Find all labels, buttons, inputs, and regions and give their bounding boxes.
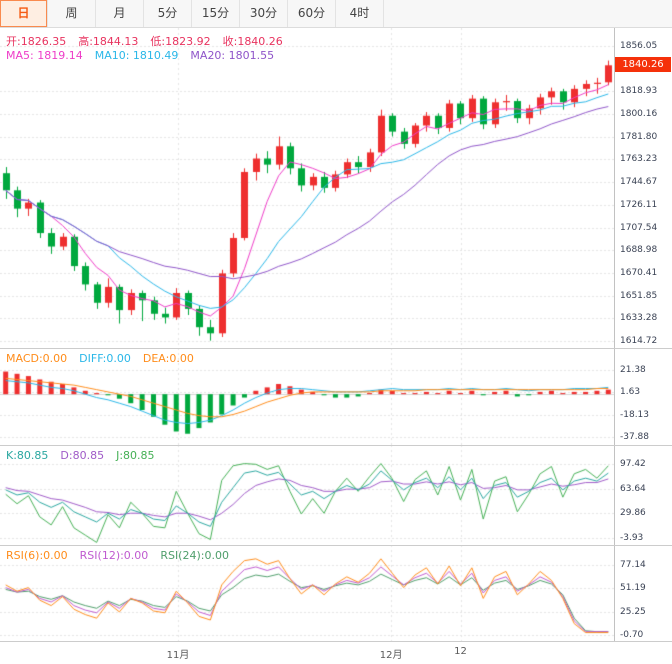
- kdj-panel: K:80.85 D:80.85 J:80.85: [0, 445, 614, 545]
- y-axis-label: 1856.05: [620, 41, 658, 51]
- indicator-value: MA20: 1801.55: [190, 49, 275, 62]
- y-axis-label: 1670.41: [620, 267, 658, 278]
- indicator-value: MA10: 1810.49: [94, 49, 179, 62]
- period-tab[interactable]: 15分: [192, 0, 240, 27]
- y-axis-label: -0.70: [620, 630, 644, 640]
- indicator-value: K:80.85: [6, 449, 49, 462]
- y-axis-label: 1651.85: [620, 290, 658, 301]
- last-price-tag: 1840.26: [615, 57, 671, 73]
- rsi-panel: RSI(6):0.00 RSI(12):0.00 RSI(24):0.00: [0, 545, 614, 641]
- indicator-value: 开:1826.35: [6, 35, 67, 48]
- period-tab[interactable]: 周: [48, 0, 96, 27]
- indicator-value: MA5: 1819.14: [6, 49, 83, 62]
- y-axis-label: 77.14: [620, 560, 646, 570]
- y-axis-label: 1.63: [620, 387, 641, 398]
- y-axis-label: 97.42: [620, 459, 646, 469]
- ma-readout: MA5: 1819.14 MA10: 1810.49 MA20: 1801.55: [6, 49, 286, 62]
- x-axis-label: 12: [454, 646, 467, 657]
- indicator-value: MACD:0.00: [6, 352, 68, 365]
- indicator-value: RSI(6):0.00: [6, 549, 68, 562]
- y-axis-label: 21.38: [620, 365, 646, 375]
- y-axis-label: 1688.98: [620, 245, 658, 256]
- kdj-readout: K:80.85 D:80.85 J:80.85: [6, 449, 167, 462]
- indicator-value: 收:1840.26: [222, 35, 283, 48]
- period-tab[interactable]: 日: [0, 0, 48, 27]
- macd-panel: MACD:0.00 DIFF:0.00 DEA:0.00: [0, 348, 614, 445]
- y-axis-label: 1726.11: [620, 199, 658, 210]
- panel-divider: [0, 545, 672, 546]
- y-axis-label: 1614.72: [620, 336, 658, 346]
- x-axis-label: 11月: [166, 650, 190, 661]
- y-axis-label: 51.19: [620, 583, 646, 594]
- y-axis-label: 25.25: [620, 606, 646, 617]
- rsi-readout: RSI(6):0.00 RSI(12):0.00 RSI(24):0.00: [6, 549, 241, 562]
- panel-divider: [0, 445, 672, 446]
- y-axis-label: 1744.67: [620, 177, 658, 188]
- period-toolbar: 日周月 5分 15分 30分 60分 4时: [0, 0, 672, 28]
- indicator-value: RSI(24):0.00: [160, 549, 229, 562]
- y-axis-label: 1633.28: [620, 313, 658, 324]
- y-axis-label: -3.93: [620, 533, 644, 543]
- period-tab[interactable]: 月: [96, 0, 144, 27]
- period-tab[interactable]: 5分: [144, 0, 192, 27]
- y-axis-label: 1818.93: [620, 86, 658, 97]
- indicator-value: J:80.85: [116, 449, 155, 462]
- indicator-value: 高:1844.13: [78, 35, 139, 48]
- x-axis-label: 12月: [379, 650, 403, 661]
- y-axis-label: -18.13: [620, 409, 650, 420]
- kdj-canvas[interactable]: [0, 445, 614, 545]
- candlestick-canvas[interactable]: [0, 28, 614, 348]
- indicator-value: 低:1823.92: [150, 35, 211, 48]
- y-axis-label: 1707.54: [620, 222, 658, 233]
- ohlc-readout: 开:1826.35 高:1844.13 低:1823.92 收:1840.26: [6, 33, 295, 49]
- panel-divider: [0, 641, 672, 642]
- y-axis-label: 63.64: [620, 483, 646, 494]
- indicator-value: DEA:0.00: [142, 352, 194, 365]
- period-tab[interactable]: 60分: [288, 0, 336, 27]
- y-axis-label: 1763.23: [620, 154, 658, 165]
- rsi-canvas[interactable]: [0, 545, 614, 641]
- y-axis-label: 1781.80: [620, 131, 658, 142]
- macd-canvas[interactable]: [0, 348, 614, 445]
- price-panel: 开:1826.35 高:1844.13 低:1823.92 收:1840.26 MA5…: [0, 28, 614, 348]
- panel-divider: [0, 348, 672, 349]
- indicator-value: RSI(12):0.00: [79, 549, 149, 562]
- time-axis: 11月 12月 12: [0, 641, 672, 664]
- period-tab[interactable]: 4时: [336, 0, 384, 27]
- macd-readout: MACD:0.00 DIFF:0.00 DEA:0.00: [6, 352, 206, 365]
- period-tab[interactable]: 30分: [240, 0, 288, 27]
- y-axis-label: 29.86: [620, 508, 646, 519]
- value-axis-column: 1856.05 1818.93 1800.16 1781.80 1763.23 1744.…: [614, 28, 672, 641]
- indicator-value: DIFF:0.00: [79, 352, 131, 365]
- y-axis-label: 1800.16: [620, 109, 658, 120]
- indicator-value: D:80.85: [60, 449, 105, 462]
- y-axis-label: -37.88: [620, 432, 650, 442]
